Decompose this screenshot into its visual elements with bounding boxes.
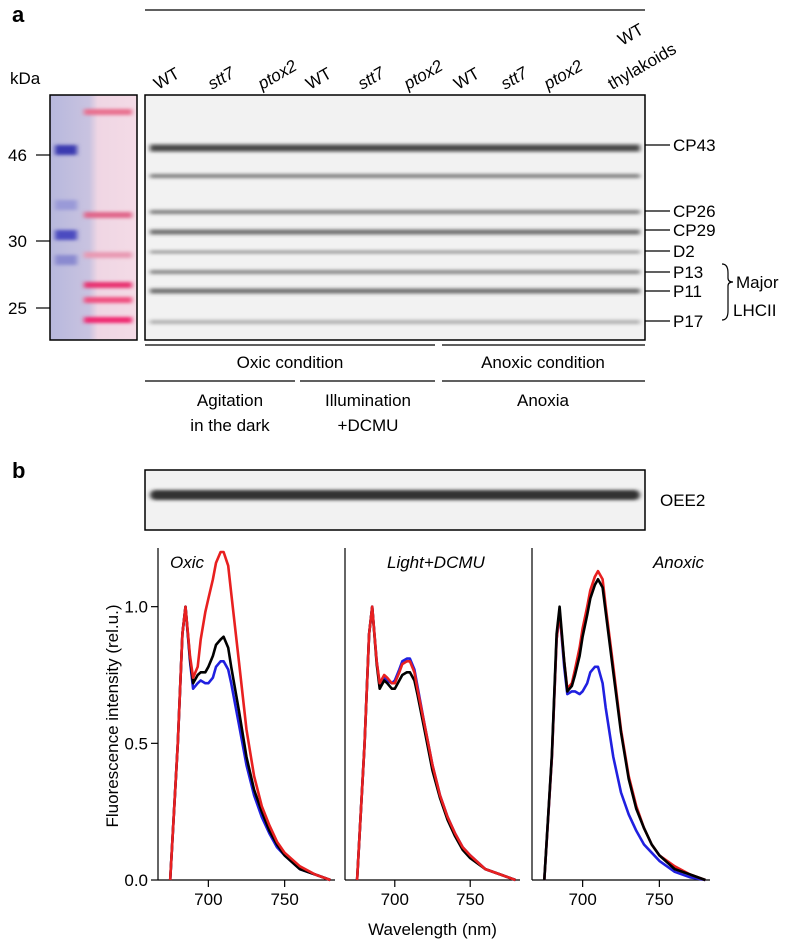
lane-label: ptox2 — [254, 56, 301, 94]
oee2-frame — [144, 469, 646, 531]
blot-band — [150, 229, 640, 235]
gel-band — [84, 109, 132, 115]
y-tick-label: 0.5 — [124, 734, 148, 753]
lane-label: stt7 — [355, 63, 389, 93]
y-tick-label: 1.0 — [124, 598, 148, 617]
lhcii-label: LHCII — [733, 301, 776, 320]
spectrum-line — [355, 605, 516, 882]
blot-label: OEE2 — [660, 491, 705, 510]
band-label: P17 — [673, 312, 703, 331]
blot-band — [150, 144, 640, 152]
treatment-label: in the dark — [190, 416, 270, 435]
gel-band — [55, 255, 77, 265]
marker-label: 30 — [8, 232, 27, 251]
band-label: D2 — [673, 242, 695, 261]
lane-label: WT — [303, 64, 335, 94]
oee2-band — [150, 490, 640, 500]
gel-band — [55, 200, 77, 210]
x-tick-label: 750 — [270, 890, 298, 909]
marker-label: 46 — [8, 146, 27, 165]
blot-band — [150, 174, 640, 178]
lane-label: thylakoids — [605, 39, 680, 93]
lane-label: stt7 — [205, 63, 239, 93]
gel-band — [84, 282, 132, 288]
lane-label: WT — [615, 20, 647, 50]
chart-title: Oxic — [170, 553, 205, 572]
marker-label: 25 — [8, 299, 27, 318]
condition-rules — [145, 344, 645, 382]
lane-label: ptox2 — [540, 56, 587, 94]
treatment-label: +DCMU — [338, 416, 399, 435]
x-tick-label: 700 — [194, 890, 222, 909]
condition-label: Anoxic condition — [481, 353, 605, 372]
spectrum-line — [168, 550, 331, 882]
blot-band — [150, 270, 640, 274]
band-label: P13 — [673, 263, 703, 282]
band-label: P11 — [673, 282, 702, 301]
lhcii-brace — [721, 263, 734, 321]
spectrum-line — [355, 605, 516, 882]
gel-band — [55, 145, 77, 155]
spectrum-line — [543, 569, 706, 882]
chart-title: Light+DCMU — [387, 553, 486, 572]
lane-label: WT — [151, 64, 183, 94]
blot-frame — [144, 94, 646, 341]
spectrum-line — [355, 605, 516, 882]
band-label: CP26 — [673, 202, 716, 221]
lane-label: ptox2 — [400, 56, 447, 94]
lane-label: stt7 — [498, 63, 532, 93]
x-tick-label: 750 — [645, 890, 673, 909]
blot-band — [150, 288, 640, 294]
gel-band — [84, 252, 132, 258]
panel-label: a — [12, 2, 25, 27]
gel-band — [84, 297, 132, 303]
y-tick-label: 0.0 — [124, 871, 148, 890]
x-axis-label: Wavelength (nm) — [368, 920, 497, 939]
blot-bands — [150, 144, 640, 324]
panel-label: b — [12, 458, 25, 483]
kda-label: kDa — [10, 69, 41, 88]
x-tick-label: 750 — [456, 890, 484, 909]
treatment-label: Illumination — [325, 391, 411, 410]
condition-label: Oxic condition — [237, 353, 344, 372]
gel-bands — [55, 109, 132, 323]
lhcii-label: Major — [736, 273, 779, 292]
gel-band — [84, 317, 132, 323]
blot-band — [150, 250, 640, 254]
spectrum-line — [168, 605, 331, 882]
blot-bg — [145, 95, 645, 340]
band-label: CP29 — [673, 221, 716, 240]
chart-title: Anoxic — [652, 553, 705, 572]
lane-label: WT — [451, 64, 483, 94]
spectrum-line — [168, 605, 331, 882]
gel-band — [55, 230, 77, 240]
blot-band — [150, 320, 640, 324]
blot-band — [150, 210, 640, 214]
treatment-label: Anoxia — [517, 391, 570, 410]
x-tick-label: 700 — [568, 890, 596, 909]
band-label: CP43 — [673, 136, 716, 155]
y-axis-label: Fluorescence intensity (rel.u.) — [103, 605, 122, 828]
x-tick-label: 700 — [381, 890, 409, 909]
gel-band — [84, 212, 132, 218]
spectrum-line — [543, 578, 706, 882]
treatment-label: Agitation — [197, 391, 263, 410]
